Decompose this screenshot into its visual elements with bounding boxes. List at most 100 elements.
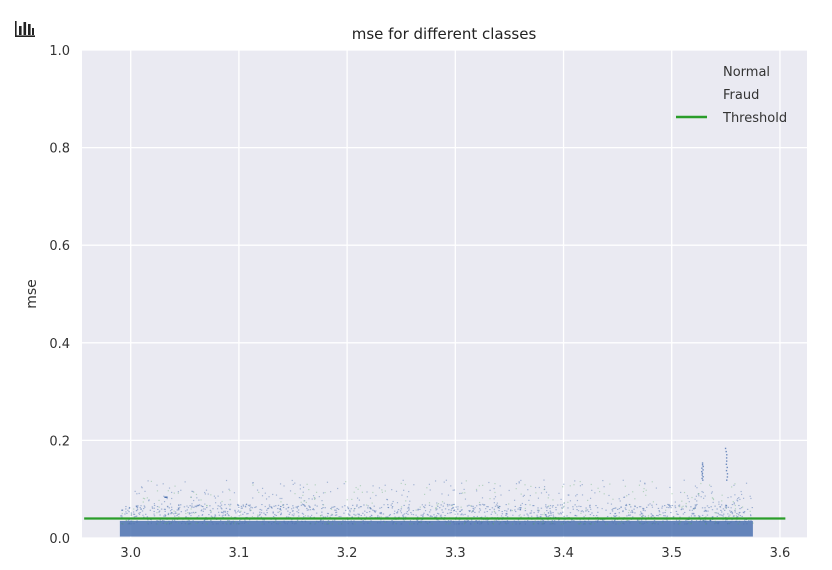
normal-point [144, 506, 146, 508]
normal-point [335, 511, 337, 514]
bar-chart-icon[interactable] [14, 20, 36, 38]
normal-point [596, 520, 599, 522]
normal-point [728, 515, 730, 517]
normal-point [536, 509, 539, 511]
normal-point [452, 503, 454, 506]
normal-point [478, 511, 480, 513]
normal-point [519, 507, 522, 509]
normal-point [407, 513, 409, 515]
normal-point [513, 520, 516, 522]
fraud-point [716, 512, 718, 514]
normal-point [164, 515, 166, 517]
normal-point [128, 523, 131, 525]
fraud-point [206, 523, 209, 525]
normal-point [140, 508, 142, 510]
normal-point [517, 508, 519, 510]
fraud-point [331, 513, 333, 515]
normal-point [476, 522, 479, 524]
normal-point [274, 514, 276, 516]
normal-point [615, 507, 617, 509]
normal-point [375, 494, 377, 497]
fraud-point [297, 521, 299, 523]
normal-point [486, 521, 489, 523]
normal-point [208, 514, 210, 516]
normal-point [685, 523, 688, 525]
normal-point [717, 521, 719, 524]
normal-point [495, 504, 498, 506]
normal-point [290, 520, 292, 522]
normal-point [356, 497, 359, 499]
normal-point [326, 512, 329, 514]
normal-point [396, 502, 399, 504]
normal-point [403, 516, 405, 518]
normal-point [625, 504, 627, 506]
normal-point [382, 513, 385, 515]
normal-point [321, 500, 323, 502]
normal-point [589, 504, 591, 506]
normal-point [618, 508, 621, 510]
normal-point [217, 505, 219, 507]
normal-point [349, 511, 351, 513]
normal-point [711, 516, 714, 518]
normal-point [355, 514, 357, 516]
normal-point [657, 507, 660, 509]
normal-point [387, 516, 389, 518]
normal-point [532, 521, 534, 523]
fraud-point [589, 523, 592, 525]
normal-point [632, 516, 634, 518]
normal-point [331, 506, 333, 508]
normal-point [709, 519, 711, 522]
fraud-point [685, 502, 687, 505]
normal-point [252, 497, 254, 499]
normal-point [541, 519, 543, 521]
normal-point [682, 513, 685, 515]
normal-point [643, 508, 645, 510]
normal-point [694, 485, 697, 487]
normal-point [467, 519, 470, 522]
normal-point [603, 486, 605, 488]
normal-point [397, 510, 399, 513]
normal-point [190, 515, 192, 517]
fraud-point [150, 480, 153, 483]
normal-point [515, 523, 517, 525]
normal-point [275, 519, 277, 521]
normal-point [468, 504, 470, 506]
normal-point [220, 504, 223, 506]
normal-point [222, 510, 225, 512]
normal-point [322, 519, 324, 522]
normal-point [222, 514, 224, 516]
normal-point [256, 489, 259, 491]
normal-point [261, 503, 263, 506]
normal-point [744, 520, 747, 523]
fraud-point [691, 496, 693, 499]
normal-point [370, 514, 373, 516]
normal-point [436, 515, 438, 517]
normal-point [320, 519, 322, 521]
fraud-point [683, 491, 686, 494]
normal-point [695, 505, 697, 507]
normal-point [178, 508, 180, 510]
normal-point [611, 510, 614, 512]
fraud-point [206, 505, 208, 507]
normal-point [358, 513, 360, 515]
normal-point [629, 522, 631, 524]
normal-point [661, 507, 663, 509]
normal-point [625, 505, 628, 507]
normal-point [136, 507, 139, 509]
normal-point [743, 523, 745, 525]
fraud-point [626, 495, 628, 497]
normal-point [466, 505, 469, 507]
normal-point [457, 508, 459, 510]
outlier-point [701, 474, 703, 476]
fraud-point [638, 484, 641, 486]
fraud-point [196, 522, 199, 525]
normal-point [740, 490, 742, 493]
normal-point [138, 513, 141, 515]
normal-point [537, 516, 539, 518]
normal-point [498, 510, 500, 512]
normal-point [563, 502, 565, 504]
normal-point [499, 485, 501, 487]
normal-point [189, 512, 191, 514]
normal-point [322, 507, 324, 509]
normal-point [136, 493, 138, 495]
